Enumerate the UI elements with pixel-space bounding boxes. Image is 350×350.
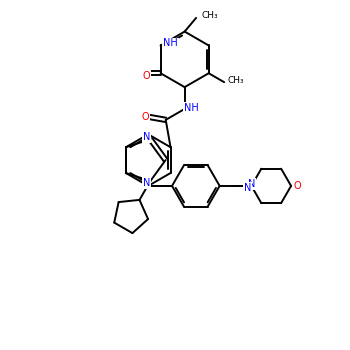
Text: NH: NH [184,103,199,113]
Text: N: N [143,132,150,142]
Text: NH: NH [163,38,178,49]
Text: N: N [244,183,251,193]
Text: O: O [293,181,301,191]
Text: O: O [143,71,150,81]
Text: CH₃: CH₃ [228,76,244,85]
Text: N: N [248,179,255,189]
Text: N: N [143,178,150,188]
Text: CH₃: CH₃ [202,12,218,20]
Text: O: O [141,112,149,122]
